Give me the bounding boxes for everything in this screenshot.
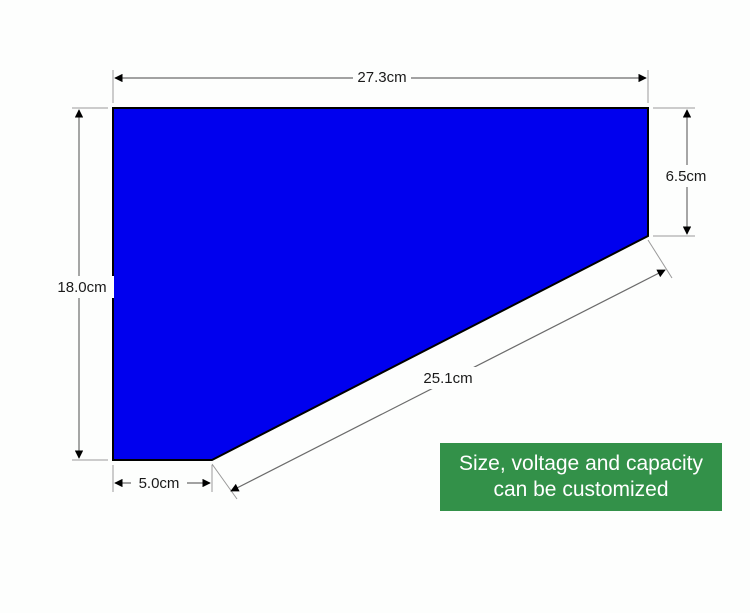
customization-callout-banner: Size, voltage and capacity can be custom… <box>440 443 722 511</box>
callout-line-2: can be customized <box>493 478 669 501</box>
shape-outline <box>112 107 649 461</box>
dimension-label-right: 6.5cm <box>666 168 707 185</box>
label-backgrounds <box>52 66 712 494</box>
callout-line-1: Size, voltage and capacity <box>459 452 703 475</box>
dimension-label-top: 27.3cm <box>357 69 406 86</box>
dimension-label-bottom: 5.0cm <box>139 475 180 492</box>
dimension-label-diagonal: 25.1cm <box>423 370 472 387</box>
dimension-label-left: 18.0cm <box>57 279 106 296</box>
extension-lines <box>72 70 695 500</box>
